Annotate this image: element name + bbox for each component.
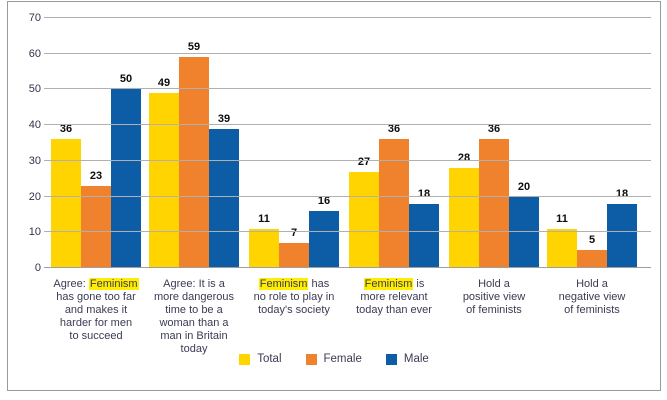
- bar-group-2: 11 7 16: [249, 195, 339, 268]
- bar-total-1: 49: [149, 77, 179, 268]
- category-label-1: Agree: It is a more dangerous time to be a…: [153, 278, 235, 355]
- bar-male-3: 18: [409, 188, 439, 268]
- legend-label-total: Total: [257, 353, 282, 365]
- bar-female-5: 5: [577, 234, 607, 268]
- bar-group-5: 11 5 18: [547, 188, 637, 268]
- legend-item-female: Female: [305, 353, 362, 365]
- y-tick-label-70: 70: [28, 12, 41, 24]
- y-tick-label-20: 20: [28, 190, 41, 203]
- y-tick-label-40: 40: [28, 119, 41, 132]
- bar-total-0: 36: [51, 123, 81, 268]
- gridline-40: [44, 124, 651, 126]
- bar-groups: 36 23 50 49 59 39 11 7 16 27 36 18 28 36 20 11 5 18: [48, 18, 651, 268]
- bar-male-2: 16: [309, 195, 339, 268]
- bar-female-4: 36: [479, 123, 509, 268]
- bar-male-1: 39: [209, 113, 239, 268]
- bar-female-3: 36: [379, 123, 409, 268]
- bar-value-total-1: 49: [157, 77, 171, 89]
- bar-value-male-2: 16: [317, 194, 331, 207]
- bar-value-male-3: 18: [417, 187, 431, 200]
- legend-label-female: Female: [323, 353, 362, 365]
- bar-value-total-5: 11: [556, 212, 568, 225]
- gridline-30: [44, 159, 651, 161]
- category-label-3: Feminism is more relevant today than ever: [356, 278, 432, 316]
- bar-group-3: 27 36 18: [349, 123, 439, 268]
- bar-group-0: 36 23 50: [51, 73, 141, 268]
- bar-value-female-3: 36: [387, 123, 401, 136]
- bar-total-4: 28: [449, 152, 479, 268]
- gridline-0: [44, 267, 651, 268]
- gridline-20: [44, 195, 651, 197]
- bar-value-total-2: 11: [258, 212, 270, 225]
- legend-label-male: Male: [403, 353, 429, 365]
- highlighted-word: Feminism: [363, 278, 414, 290]
- bar-group-4: 28 36 20: [449, 123, 539, 268]
- gridline-70: [44, 17, 651, 18]
- legend-swatch-total: [239, 353, 251, 365]
- category-label-0: Agree: Feminism has gone too far and makes…: [53, 278, 139, 342]
- y-tick-label-50: 50: [28, 83, 41, 96]
- bar-value-male-1: 39: [217, 112, 231, 125]
- bar-value-female-1: 59: [187, 41, 201, 54]
- bar-value-female-0: 23: [89, 169, 103, 182]
- bar-value-female-2: 7: [290, 227, 298, 239]
- y-tick-label-0: 0: [34, 262, 41, 274]
- bar-value-female-5: 5: [588, 234, 596, 247]
- highlighted-word: Feminism: [88, 278, 139, 290]
- gridline-10: [44, 231, 651, 233]
- bar-value-total-4: 28: [457, 152, 471, 164]
- legend-swatch-male: [385, 353, 397, 365]
- bar-value-total-0: 36: [59, 123, 73, 136]
- bar-female-1: 59: [179, 41, 209, 268]
- bar-value-total-3: 27: [357, 155, 371, 168]
- y-tick-label-30: 30: [28, 154, 41, 167]
- gridline-60: [44, 52, 651, 54]
- category-label-4: Hold a positive view of feminists: [462, 278, 526, 316]
- bar-total-2: 11: [249, 213, 279, 268]
- plot-area: 36 23 50 49 59 39 11 7 16 27 36 18 28 36 20 11 5 18 0 10 20…: [29, 12, 651, 274]
- gridline-50: [44, 88, 651, 90]
- category-label-2: Feminism has no role to play in today's so…: [253, 278, 335, 316]
- bar-female-0: 23: [81, 170, 111, 268]
- bar-male-5: 18: [607, 188, 637, 268]
- bar-female-2: 7: [279, 227, 309, 268]
- legend-item-male: Male: [385, 353, 429, 365]
- bar-chart-figure: 36 23 50 49 59 39 11 7 16 27 36 18 28 36 20 11 5 18 0 10 20…: [7, 1, 661, 391]
- bar-total-5: 11: [547, 213, 577, 268]
- legend: Total Female Male: [8, 353, 660, 365]
- bar-value-male-0: 50: [119, 73, 133, 86]
- bar-value-male-5: 18: [615, 187, 629, 200]
- x-axis-labels: Agree: Feminism has gone too far and makes…: [8, 278, 660, 358]
- bar-value-male-4: 20: [517, 180, 531, 193]
- bar-male-0: 50: [111, 73, 141, 268]
- highlighted-word: Feminism: [258, 278, 309, 290]
- legend-swatch-female: [305, 353, 317, 365]
- bar-value-female-4: 36: [487, 123, 501, 136]
- y-tick-label-60: 60: [28, 47, 41, 60]
- bar-group-1: 49 59 39: [149, 41, 239, 268]
- bar-total-3: 27: [349, 156, 379, 268]
- legend-item-total: Total: [239, 353, 282, 365]
- category-label-5: Hold a negative view of feminists: [558, 278, 626, 316]
- y-tick-label-10: 10: [28, 226, 41, 239]
